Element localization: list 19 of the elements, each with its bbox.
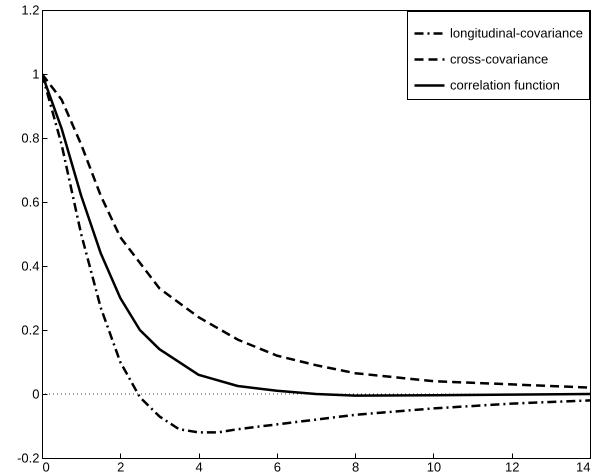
y-tick-label: 0.4: [21, 258, 40, 274]
x-tick-label: 12: [504, 460, 520, 474]
y-tick-label: 0: [32, 386, 40, 402]
x-tick-label: 8: [352, 460, 360, 474]
y-tick-label: 0.8: [21, 130, 40, 146]
y-tick-label: -0.2: [17, 450, 40, 466]
x-tick-label: 6: [274, 460, 281, 474]
legend-label: correlation function: [450, 78, 560, 92]
x-tick-label: 4: [195, 460, 203, 474]
y-tick-label: 0.2: [21, 322, 40, 338]
y-tick-label: 1: [32, 66, 40, 82]
x-tick-label: 2: [117, 460, 124, 474]
y-tick-label: 0.6: [21, 194, 40, 210]
x-tick-label: 0: [42, 460, 50, 474]
legend-label: longitudinal-covariance: [450, 26, 583, 40]
legend-label: cross-covariance: [450, 52, 548, 66]
x-tick-label: 14: [576, 460, 590, 474]
y-tick-label: 1.2: [21, 2, 40, 18]
x-tick-label: 10: [426, 460, 442, 474]
